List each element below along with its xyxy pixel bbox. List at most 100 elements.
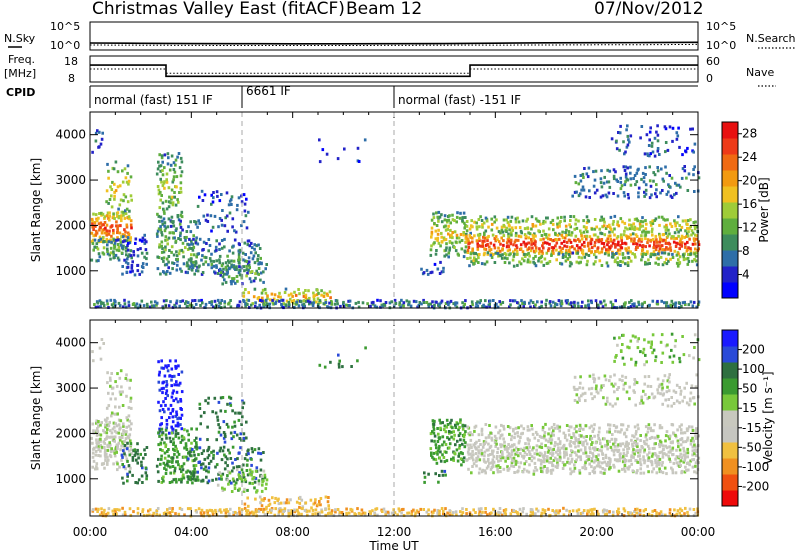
data-cell <box>226 464 229 468</box>
data-cell <box>124 212 128 216</box>
data-cell <box>157 188 161 192</box>
data-cell <box>560 233 564 237</box>
data-cell <box>128 209 131 213</box>
data-cell <box>590 301 593 305</box>
data-cell <box>534 303 537 307</box>
data-cell <box>558 455 562 459</box>
data-cell <box>176 155 179 159</box>
data-cell <box>498 429 502 433</box>
data-cell <box>561 461 565 464</box>
data-cell <box>174 429 178 433</box>
data-cell <box>464 240 468 244</box>
data-cell <box>129 466 132 470</box>
data-cell <box>232 511 235 514</box>
data-cell <box>656 169 660 173</box>
data-cell <box>591 441 594 445</box>
data-cell <box>516 252 519 256</box>
data-cell <box>140 299 144 303</box>
data-cell <box>287 509 290 513</box>
data-cell <box>642 440 646 444</box>
data-cell <box>541 466 545 470</box>
data-cell <box>680 176 684 180</box>
data-cell <box>136 452 139 456</box>
data-cell <box>593 377 597 381</box>
data-cell <box>480 433 484 437</box>
data-cell <box>182 436 186 440</box>
data-cell <box>181 299 185 303</box>
data-cell <box>497 431 500 435</box>
data-cell <box>118 376 122 380</box>
data-cell <box>98 346 102 350</box>
noise-panel: N.Sky 10^5 10^0 10^5 10^0 N.Search <box>4 20 796 52</box>
data-cell <box>569 453 573 457</box>
data-cell <box>626 134 630 138</box>
data-cell <box>93 221 97 225</box>
data-cell <box>221 472 225 476</box>
data-cell <box>603 468 607 472</box>
data-cell <box>605 261 609 265</box>
data-cell <box>436 267 440 271</box>
data-cell <box>295 300 298 304</box>
data-cell <box>315 300 318 304</box>
data-cell <box>499 242 502 246</box>
data-cell <box>327 504 330 508</box>
data-cell <box>686 223 689 226</box>
data-cell <box>618 248 622 252</box>
data-cell <box>579 381 582 385</box>
data-cell <box>522 259 526 263</box>
data-cell <box>330 300 333 303</box>
data-cell <box>649 184 653 188</box>
data-cell <box>677 301 681 305</box>
data-cell <box>431 300 434 304</box>
data-cell <box>399 305 402 309</box>
data-cell <box>102 342 105 345</box>
data-cell <box>595 464 599 468</box>
data-cell <box>290 300 294 303</box>
data-cell <box>112 513 115 516</box>
data-cell <box>508 432 511 436</box>
data-cell <box>633 390 636 394</box>
data-cell <box>665 304 668 308</box>
data-cell <box>319 503 322 507</box>
data-cell <box>120 251 124 255</box>
data-cell <box>340 511 344 514</box>
data-cell <box>436 511 439 515</box>
data-cell <box>499 470 502 474</box>
data-cell <box>449 221 452 225</box>
data-cell <box>475 258 478 262</box>
data-cell <box>328 290 332 294</box>
data-cell <box>96 301 100 305</box>
data-cell <box>494 251 498 255</box>
data-cell <box>483 236 487 240</box>
data-cell <box>227 259 230 263</box>
data-cell <box>93 245 96 249</box>
data-cell <box>516 216 519 220</box>
data-cell <box>452 458 455 462</box>
data-cell <box>289 297 292 301</box>
data-cell <box>509 303 512 307</box>
data-cell <box>163 229 167 233</box>
data-cell <box>576 249 580 253</box>
data-cell <box>216 483 220 487</box>
data-cell <box>155 172 159 176</box>
data-cell <box>477 218 481 221</box>
data-cell <box>666 148 670 152</box>
data-cell <box>91 350 94 354</box>
data-cell <box>156 167 160 171</box>
data-cell <box>219 273 223 277</box>
data-cell <box>661 455 665 459</box>
data-cell <box>183 236 187 239</box>
data-cell <box>637 427 640 431</box>
data-cell <box>105 435 109 439</box>
data-cell <box>691 465 695 469</box>
data-cell <box>686 451 690 455</box>
data-cell <box>688 507 692 511</box>
data-cell <box>512 243 515 247</box>
data-cell <box>503 440 506 444</box>
data-cell <box>584 227 588 231</box>
data-cell <box>173 170 177 174</box>
data-cell <box>198 446 202 450</box>
data-cell <box>118 203 122 207</box>
data-cell <box>694 464 697 468</box>
data-cell <box>584 467 588 470</box>
